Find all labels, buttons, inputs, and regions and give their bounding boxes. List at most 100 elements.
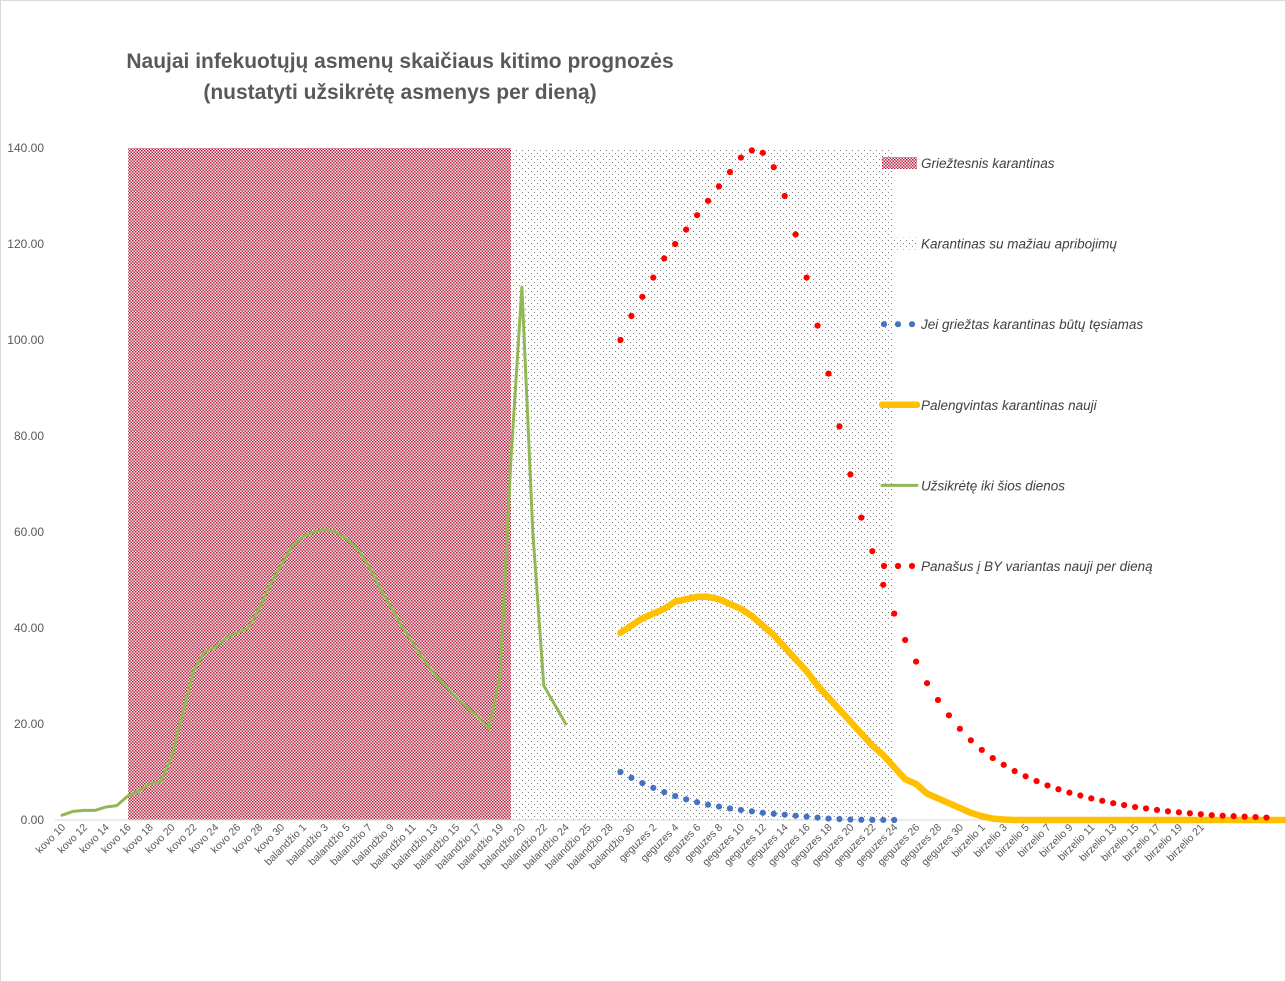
data-point — [1011, 767, 1018, 775]
data-point — [737, 806, 745, 814]
data-point — [1164, 808, 1172, 815]
series-4 — [617, 147, 1270, 821]
data-point — [672, 240, 679, 248]
series-line-2 — [617, 593, 1286, 824]
y-tick-label: 20.00 — [14, 717, 44, 731]
data-point — [836, 423, 843, 430]
legend-swatch — [894, 562, 902, 570]
data-point — [836, 815, 843, 823]
data-point — [913, 658, 920, 665]
data-point — [770, 810, 777, 817]
data-point — [1208, 812, 1215, 819]
data-point — [694, 212, 701, 219]
data-point — [748, 808, 755, 815]
data-point — [1033, 778, 1040, 785]
data-point — [1132, 803, 1139, 811]
y-tick-label: 0.00 — [21, 813, 45, 827]
data-point — [1241, 813, 1248, 820]
data-point — [1153, 806, 1161, 814]
legend-swatch — [894, 321, 902, 328]
data-point — [672, 792, 679, 800]
data-point — [628, 774, 635, 781]
data-point — [814, 814, 821, 821]
data-point — [1066, 789, 1073, 796]
data-point — [847, 471, 854, 478]
data-point — [945, 712, 953, 719]
data-point — [880, 816, 887, 824]
legend-item: Užsikrėtę iki šios dienos — [880, 478, 1065, 493]
data-point — [902, 636, 909, 644]
y-tick-label: 140.00 — [7, 141, 44, 155]
data-point — [639, 293, 646, 300]
legend-swatch — [880, 321, 888, 328]
chart-title-line1: Naujai infekuotųjų asmenų skaičiaus kiti… — [126, 50, 674, 73]
data-point — [639, 779, 646, 787]
series-layer — [60, 147, 1286, 824]
data-point — [661, 255, 668, 262]
data-point — [715, 183, 723, 190]
shaded-region-1 — [128, 148, 511, 820]
legend-swatch — [908, 321, 916, 328]
data-point — [715, 803, 723, 810]
legend-label: Griežtesnis karantinas — [921, 156, 1055, 171]
data-point — [956, 725, 964, 732]
data-point — [704, 197, 712, 204]
data-point — [726, 168, 734, 176]
data-point — [1000, 761, 1007, 768]
legend-label: Palengvintas karantinas nauji — [921, 398, 1098, 413]
chart-title-line2: (nustatyti užsikrėtę asmenys per dieną) — [203, 81, 597, 104]
data-point — [661, 789, 668, 796]
data-point — [1044, 782, 1051, 789]
data-point — [628, 312, 635, 320]
legend: Griežtesnis karantinas Karantinas su maži… — [878, 156, 1153, 574]
data-point — [694, 799, 701, 806]
data-point — [967, 737, 974, 744]
series-1 — [617, 768, 898, 824]
legend-swatch — [908, 562, 916, 570]
data-point — [617, 768, 624, 776]
legend-label: Jei griežtas karantinas būtų tęsiamas — [920, 317, 1143, 332]
shaded-regions — [128, 148, 895, 820]
legend-item: Panašus į BY variantas nauji per dieną — [880, 559, 1153, 574]
data-point — [891, 816, 898, 824]
data-point — [650, 784, 657, 791]
data-point — [858, 514, 865, 521]
data-point — [858, 816, 865, 823]
data-point — [792, 231, 799, 238]
data-point — [1252, 814, 1259, 821]
data-point — [1055, 786, 1062, 793]
data-point — [891, 610, 898, 617]
data-point — [770, 164, 777, 171]
y-tick-label: 100.00 — [7, 333, 44, 347]
legend-swatch — [882, 237, 917, 250]
data-point — [1197, 811, 1204, 818]
data-point — [737, 154, 745, 161]
y-tick-label: 40.00 — [14, 621, 44, 635]
shaded-region-2 — [511, 148, 895, 820]
y-tick-label: 60.00 — [14, 525, 44, 539]
data-point — [792, 812, 799, 819]
data-point — [781, 811, 788, 818]
legend-label: Užsikrėtę iki šios dienos — [921, 478, 1065, 493]
series-line-3 — [60, 285, 568, 817]
legend-item: Palengvintas karantinas nauji — [878, 398, 1098, 413]
data-point — [923, 680, 931, 687]
data-point — [1263, 814, 1270, 821]
data-point — [704, 801, 712, 808]
legend-label: Panašus į BY variantas nauji per dieną — [921, 559, 1153, 574]
data-point — [803, 274, 810, 281]
data-point — [825, 815, 832, 822]
y-axis-ticks: 0.00 20.00 40.00 60.00 80.00 100.00 120.00 140.… — [7, 141, 44, 827]
data-point — [1099, 797, 1106, 804]
data-point — [869, 548, 876, 555]
data-point — [1175, 809, 1182, 816]
data-point — [825, 370, 832, 377]
data-point — [781, 192, 788, 200]
data-point — [650, 274, 657, 281]
chart-title: Naujai infekuotųjų asmenų skaičiaus kiti… — [0, 46, 800, 108]
data-point — [683, 226, 690, 233]
data-point — [1142, 805, 1150, 812]
data-point — [1077, 792, 1084, 799]
data-point — [989, 754, 996, 762]
data-point — [1088, 795, 1095, 802]
